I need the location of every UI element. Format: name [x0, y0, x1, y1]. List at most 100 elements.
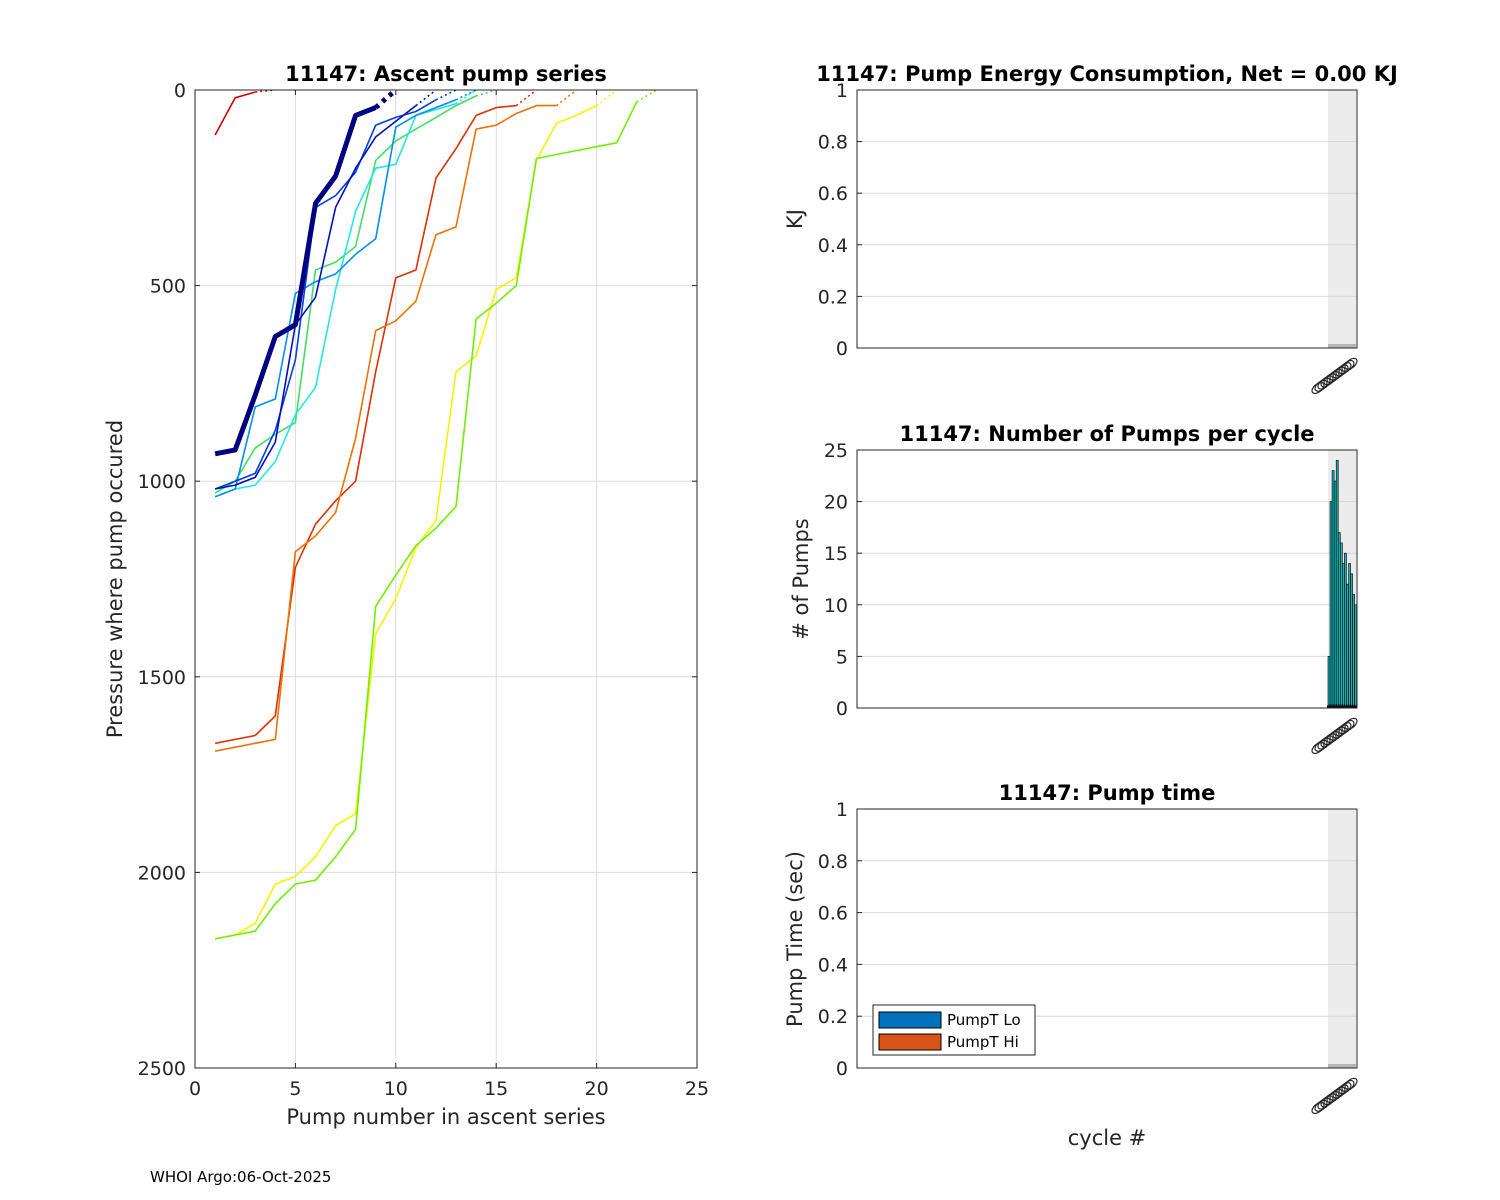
ascent-line-c5 — [214, 101, 638, 940]
pumps-ytick-label: 5 — [836, 646, 848, 668]
energy-ytick-label: 0.4 — [818, 235, 848, 257]
energy-ytick-label: 0.6 — [818, 183, 848, 205]
pumps-bar — [1350, 573, 1353, 709]
pumptime-ytick-label: 0.6 — [818, 903, 848, 925]
cycle-tick-clusters — [1311, 357, 1358, 1115]
ascent-line-c10 — [214, 104, 417, 490]
pumps-ytick-label: 0 — [836, 698, 848, 720]
ascent-line-c11 — [214, 105, 377, 457]
pumps-ylabel: # of Pumps — [789, 518, 813, 640]
ascent-line-c1 — [214, 91, 256, 136]
ascent-line-tail-c7 — [455, 89, 477, 105]
pumps-bar — [1335, 459, 1339, 709]
ascent-plot-border — [194, 89, 698, 1069]
ascent-ylabel: Pressure where pump occured — [103, 420, 127, 738]
pumps-chart: 0 5 10 15 20 25 11147: Number of Pumps per cy… — [789, 422, 1358, 720]
pumps-ticks: 0 5 10 15 20 25 — [824, 440, 1356, 720]
ascent-xtick-label: 25 — [685, 1078, 709, 1100]
ascent-line-tail-c8 — [455, 89, 477, 101]
ascent-line-tail-c5 — [636, 89, 658, 103]
energy-plot-border — [856, 89, 1358, 349]
energy-grid — [857, 89, 1357, 349]
pumps-ytick-label: 20 — [824, 492, 848, 514]
legend-label-hi: PumpT Hi — [947, 1033, 1019, 1051]
ascent-line-c8 — [214, 99, 457, 498]
pumps-ytick-label: 10 — [824, 595, 848, 617]
ascent-xtick-label: 5 — [289, 1078, 301, 1100]
ascent-xtick-label: 10 — [384, 1078, 408, 1100]
ascent-line-tail-c10 — [415, 89, 437, 107]
pumps-bars — [1327, 459, 1357, 709]
legend-swatch-hi — [878, 1033, 942, 1051]
pumps-bar — [1346, 583, 1349, 709]
cycle-cluster-1 — [1311, 717, 1358, 755]
pumptime-ylabel: Pump Time (sec) — [783, 851, 807, 1027]
ascent-ytick-label: 1000 — [138, 471, 186, 493]
ascent-plot-area — [195, 90, 697, 1068]
ascent-line-tail-c2 — [515, 89, 537, 107]
energy-ticks: 0 0.2 0.4 0.6 0.8 1 — [818, 80, 1356, 360]
footer-text: WHOI Argo:06-Oct-2025 — [150, 1168, 331, 1186]
pumptime-plot-border — [856, 808, 1358, 1069]
energy-ytick-label: 1 — [836, 80, 848, 102]
pumps-bar — [1327, 656, 1331, 709]
ascent-title: 11147: Ascent pump series — [285, 62, 607, 86]
energy-title: 11147: Pump Energy Consumption, Net = 0.… — [816, 62, 1398, 86]
pumps-bar — [1333, 480, 1337, 709]
pumptime-ticks: 0 0.2 0.4 0.6 0.8 1 — [818, 799, 1356, 1080]
pumps-title: 11147: Number of Pumps per cycle — [899, 422, 1314, 446]
cycle-cluster-0 — [1311, 357, 1358, 395]
pumptime-ytick-label: 0.8 — [818, 851, 848, 873]
energy-ylabel: KJ — [783, 209, 807, 229]
ascent-chart: 0 5 10 15 20 25 0 500 1000 1500 2000 2500 11147: As… — [103, 62, 709, 1129]
ascent-ytick-label: 2000 — [138, 862, 186, 884]
energy-ytick-label: 0 — [836, 338, 848, 360]
ascent-line-c9 — [214, 99, 437, 490]
cycle-tick-glyph — [1344, 1077, 1358, 1090]
pumptime-ytick-label: 0.4 — [818, 954, 848, 976]
ascent-line-c6 — [214, 95, 477, 494]
legend-swatch-lo — [878, 1011, 942, 1029]
pumptime-ytick-label: 0 — [836, 1058, 848, 1080]
pumptime-xlabel: cycle # — [1068, 1126, 1147, 1150]
ascent-line-c3 — [214, 104, 557, 752]
ascent-ytick-label: 500 — [150, 276, 186, 298]
pumptime-ytick-label: 0.2 — [818, 1006, 848, 1028]
ascent-ytick-label: 1500 — [138, 667, 186, 689]
ascent-line-c2 — [214, 104, 517, 745]
pumps-ytick-label: 15 — [824, 543, 848, 565]
pumps-bar — [1342, 563, 1345, 709]
ascent-xtick-label: 20 — [585, 1078, 609, 1100]
legend-label-lo: PumpT Lo — [947, 1011, 1021, 1029]
ascent-line-tail-c9 — [435, 89, 457, 101]
ascent-line-tail-c3 — [555, 89, 577, 107]
pumps-ytick-label: 25 — [824, 440, 848, 462]
pumps-bar — [1354, 604, 1357, 709]
ascent-xtick-label: 15 — [484, 1078, 508, 1100]
pumps-bar — [1331, 470, 1335, 709]
pumps-bar — [1344, 552, 1347, 709]
cycle-tick-glyph — [1344, 717, 1358, 730]
ascent-ticks: 0 5 10 15 20 25 0 500 1000 1500 2000 2500 — [138, 80, 709, 1100]
pumps-bar — [1329, 501, 1333, 709]
ascent-line-tail-c6 — [475, 89, 497, 97]
pumps-bar — [1337, 532, 1341, 709]
pumps-plot-border — [856, 449, 1358, 709]
pumps-bar — [1348, 563, 1351, 709]
pumps-grid — [857, 449, 1357, 709]
energy-chart: 0 0.2 0.4 0.6 0.8 1 11147: Pump Energy Consum… — [783, 62, 1398, 360]
energy-ytick-label: 0.8 — [818, 132, 848, 154]
cycle-cluster-2 — [1311, 1077, 1358, 1115]
pumptime-ytick-label: 1 — [836, 799, 848, 821]
pumps-bar — [1352, 594, 1355, 709]
ascent-ytick-label: 0 — [174, 80, 186, 102]
ascent-xtick-label: 0 — [189, 1078, 201, 1100]
energy-ytick-label: 0.2 — [818, 286, 848, 308]
ascent-series — [214, 88, 658, 940]
ascent-xlabel: Pump number in ascent series — [286, 1105, 605, 1129]
pumptime-chart: 0 0.2 0.4 0.6 0.8 1 11147: Pump time Pump Tim… — [783, 781, 1358, 1150]
pumps-bar — [1340, 542, 1343, 709]
cycle-tick-glyph — [1344, 357, 1358, 370]
ascent-ytick-label: 2500 — [138, 1058, 186, 1080]
